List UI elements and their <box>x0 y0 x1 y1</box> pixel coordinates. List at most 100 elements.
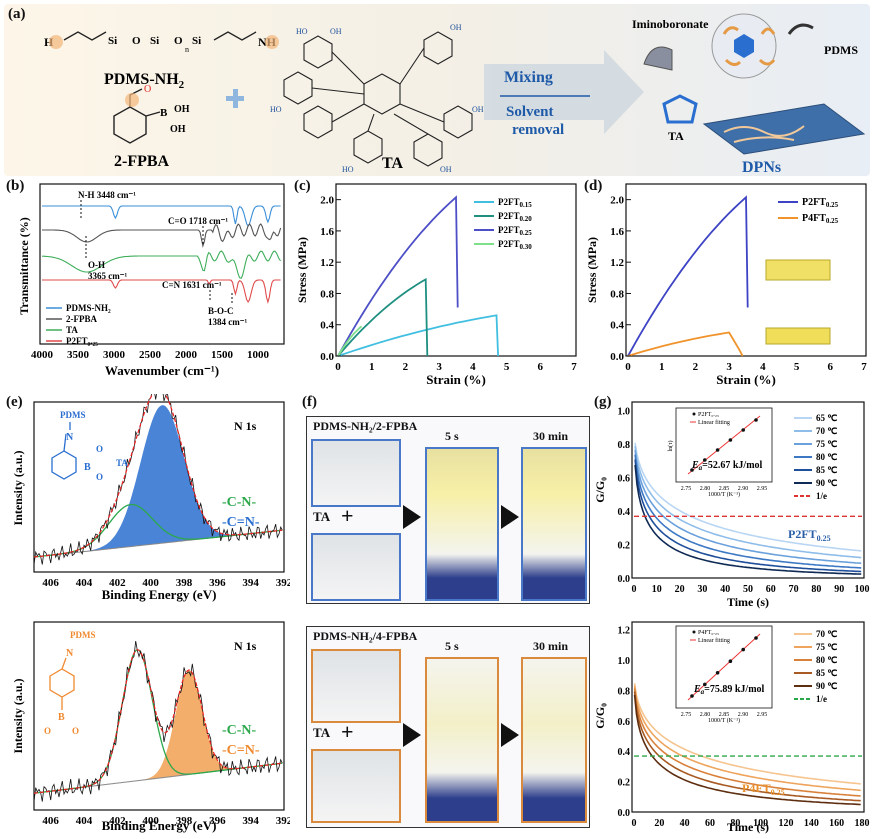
c-ytick: 2.0 <box>320 195 334 207</box>
d-xtick: 6 <box>828 361 834 373</box>
e-bottom-title: N 1s <box>234 639 257 653</box>
ta-label: TA <box>382 155 403 172</box>
g-bot-xtick: 20 <box>654 818 664 829</box>
f-bottom-ta: TA <box>313 725 331 740</box>
g-bot-ytick: 0.0 <box>618 808 631 819</box>
photo-vial-5s <box>425 447 499 601</box>
g-top-ytick: 0.8 <box>618 440 631 451</box>
f-bottom-time-1: 5 s <box>445 639 459 653</box>
svg-text:PDMS-NH₂: PDMS-NH₂ <box>66 303 111 313</box>
g-top-inset-point <box>715 448 720 452</box>
svg-text:Si: Si <box>192 35 201 47</box>
e-bot-xtick: 402 <box>109 815 126 827</box>
panel-e-label: (e) <box>6 394 23 410</box>
svg-text:n: n <box>185 45 189 54</box>
g-bot-legend-label: 80 ℃ <box>816 655 837 665</box>
svg-text:P2FT0.25: P2FT0.25 <box>498 225 532 237</box>
g-bot-ytick: 1.2 <box>618 626 631 637</box>
g-bottom-ea: Ea=75.89 kJ/mol <box>693 684 765 696</box>
d-xtick: 5 <box>794 361 800 373</box>
panel-e: (e) N 1s -C-N- -C=N- PDMS N B O O TA 406… <box>4 386 293 834</box>
ann-oh-wave: 3365 cm⁻¹ <box>88 271 127 281</box>
g-bottom-inset-xlabel: 1000/T (K⁻¹) <box>708 717 740 724</box>
g-top-xtick: 70 <box>789 584 799 595</box>
svg-text:P2FT0.25: P2FT0.25 <box>802 197 839 209</box>
svg-text:HO: HO <box>296 27 308 36</box>
g-bot-xtick: 60 <box>705 818 715 829</box>
g-top-ytick: 0.6 <box>618 473 631 484</box>
g-top-series-5 <box>634 464 862 575</box>
svg-text:1000: 1000 <box>247 349 270 361</box>
g-top-inset-xtick: 2.90 <box>738 486 749 492</box>
panel-c-label: (c) <box>294 178 311 194</box>
g-bot-xtick: 180 <box>855 818 870 829</box>
panel-g: (g) Ea=52.67 kJ/mol P2FT₀.₂₅ Linear fitt… <box>592 394 872 834</box>
g-bot-xtick: 160 <box>829 818 844 829</box>
svg-text:Linear fitting: Linear fitting <box>698 419 730 426</box>
g-top-legend-label: 75 ℃ <box>816 439 837 449</box>
e-bottom-xlabel: Binding Energy (eV) <box>102 818 217 833</box>
ann-nh: N-H 3448 cm⁻¹ <box>78 190 136 200</box>
svg-text:Si: Si <box>108 35 117 47</box>
f-bottom-box: PDMS-NH₂/4-FPBA TA + 5 s 30 min <box>306 626 590 828</box>
g-bot-ytick: 0.2 <box>618 778 631 789</box>
g-bot-inset-point <box>754 636 758 640</box>
d-xtick: 0 <box>625 361 631 373</box>
g-top-ytick: 0.4 <box>618 507 631 518</box>
svg-text:B: B <box>160 107 168 119</box>
g-bot-inset-point <box>728 659 733 663</box>
d-series-1 <box>627 331 744 357</box>
g-bot-xtick: 120 <box>779 818 794 829</box>
g-top-inset-xtick: 2.95 <box>757 486 768 492</box>
f-bottom-time-2: 30 min <box>533 639 569 653</box>
f-bottom-title: PDMS-NH₂/4-FPBA <box>313 629 418 643</box>
ftir-xlabel: Wavenumber (cm⁻¹) <box>105 363 219 378</box>
svg-text:PDMS: PDMS <box>60 410 86 420</box>
d-xtick: 4 <box>760 361 766 373</box>
c-xtick: 3 <box>436 361 442 373</box>
d-series-0 <box>627 195 749 357</box>
g-bot-fit-line <box>687 633 761 701</box>
c-series-3 <box>337 325 363 357</box>
e-top-tag-cn: -C-N- <box>222 495 257 510</box>
g-top-xtick: 40 <box>720 584 730 595</box>
panel-a: (a) H Si O Si O Si n NH PDMS-NH2 O <box>4 4 870 176</box>
svg-text:OH: OH <box>170 124 186 135</box>
svg-text:Si: Si <box>150 35 159 47</box>
g-top-inset-point <box>754 418 758 422</box>
svg-text:3500: 3500 <box>67 349 90 361</box>
d-ytick: 0.8 <box>610 288 624 300</box>
g-bot-legend-label: 75 ℃ <box>816 642 837 652</box>
film-photo-bottom <box>765 327 831 345</box>
e-bot-xtick: 398 <box>176 815 193 827</box>
e-bottom-structure: PDMS N B O O <box>44 630 96 736</box>
svg-text:O: O <box>144 84 151 95</box>
ftir-chart: N-H 3448 cm⁻¹ C=O 1718 cm⁻¹ O-H 3365 cm⁻… <box>17 183 285 378</box>
d-ytick: 1.2 <box>610 257 624 269</box>
g-top-ytick: 0.2 <box>618 540 631 551</box>
svg-text:P2FT₀.₂₅: P2FT₀.₂₅ <box>698 412 719 418</box>
e-bot-xtick: 396 <box>209 815 226 827</box>
g-top-ea: Ea=52.67 kJ/mol <box>691 460 763 472</box>
e-top-xtick: 406 <box>42 577 59 589</box>
g-top-series-2 <box>634 450 862 565</box>
ftir-series-3 <box>42 279 281 305</box>
c-legend: P2FT0.15 P2FT0.20 P2FT0.25 P2FT0.30 <box>474 197 532 251</box>
f-top-arrow-2 <box>501 505 519 529</box>
e-top-tag-c=n: -C=N- <box>222 515 260 530</box>
g-bot-ytick: 0.6 <box>618 717 631 728</box>
c-ytick: 1.2 <box>320 257 334 269</box>
e-bot-xtick: 404 <box>76 815 93 827</box>
g-top-xtick: 50 <box>743 584 753 595</box>
photo-pdms-vial <box>311 439 401 507</box>
c-xtick: 6 <box>538 361 544 373</box>
photo-pdms-vial-2 <box>311 649 401 723</box>
g-top-xtick: 90 <box>834 584 844 595</box>
panel-a-label: (a) <box>8 6 26 22</box>
panel-a-scheme: H Si O Si O Si n NH PDMS-NH2 O B OH O <box>44 13 866 176</box>
e-bottom-tag-cn: -C-N- <box>222 723 257 738</box>
g-bot-inset-xtick: 2.95 <box>757 712 768 718</box>
g-bot-inset-point <box>690 694 694 698</box>
c-xlabel: Strain (%) <box>426 372 486 387</box>
g-top-legend-label: 1/e <box>816 491 827 501</box>
